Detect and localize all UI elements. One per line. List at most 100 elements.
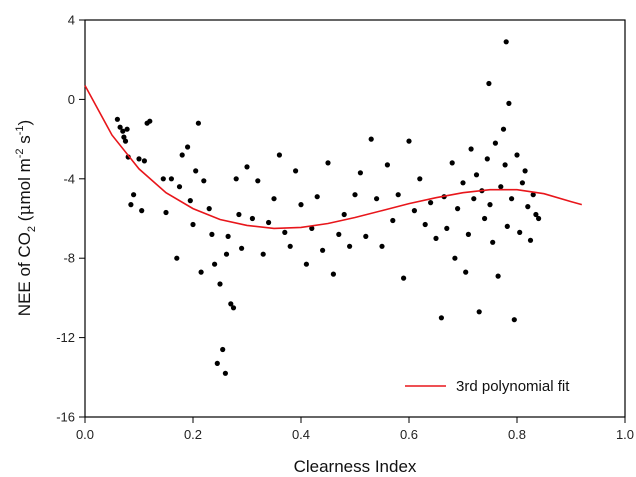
data-point-51 xyxy=(298,202,304,208)
data-point-26 xyxy=(201,178,207,184)
data-point-38 xyxy=(233,176,239,182)
legend-label: 3rd polynomial fit xyxy=(456,378,570,395)
data-point-10 xyxy=(139,208,145,214)
data-point-98 xyxy=(498,184,504,190)
y-title-s: s xyxy=(15,135,34,148)
data-point-86 xyxy=(468,146,474,152)
data-point-22 xyxy=(190,221,196,228)
data-point-5 xyxy=(124,126,130,132)
data-point-44 xyxy=(260,251,266,257)
data-point-62 xyxy=(357,170,363,176)
data-point-30 xyxy=(214,360,220,366)
data-point-85 xyxy=(465,231,471,237)
y-title-mol: mol m xyxy=(15,158,34,204)
data-point-45 xyxy=(266,219,272,226)
data-point-64 xyxy=(368,136,374,142)
x-axis-title: Clearness Index xyxy=(294,457,417,476)
plot-area xyxy=(84,19,626,418)
axis-tick-labels: 0.0 0.2 0.4 0.6 0.8 1.0 4 0 -4 -8 -12 -16 xyxy=(56,13,634,443)
data-point-83 xyxy=(460,180,466,186)
legend: 3rd polynomial fit xyxy=(405,378,570,395)
x-tick-label-5: 1.0 xyxy=(616,427,634,442)
y-tick-label-4: -12 xyxy=(56,330,75,345)
data-point-15 xyxy=(163,209,169,216)
data-point-77 xyxy=(438,315,444,321)
data-point-8 xyxy=(131,192,137,198)
y-title-close: ) xyxy=(15,120,34,126)
y-axis-title: NEE of CO2 (μmol m-2 s-1) xyxy=(14,120,38,316)
data-point-56 xyxy=(325,160,331,166)
data-point-43 xyxy=(255,178,261,184)
data-point-14 xyxy=(160,176,166,182)
data-point-93 xyxy=(486,80,492,87)
data-point-48 xyxy=(282,229,288,235)
data-point-82 xyxy=(455,206,461,212)
data-point-53 xyxy=(309,225,315,231)
data-point-87 xyxy=(471,196,477,202)
y-tick-label-1: 0 xyxy=(68,92,75,107)
data-point-89 xyxy=(476,309,482,315)
data-point-33 xyxy=(222,370,228,376)
data-point-61 xyxy=(352,192,358,198)
data-point-34 xyxy=(223,251,230,257)
data-point-104 xyxy=(509,196,515,202)
data-point-75 xyxy=(428,200,434,206)
data-point-108 xyxy=(519,180,526,186)
data-point-73 xyxy=(417,176,423,182)
data-point-91 xyxy=(482,215,488,222)
y-title-sub: 2 xyxy=(26,226,38,232)
x-tick-label-3: 0.6 xyxy=(400,427,418,442)
data-point-46 xyxy=(271,196,277,202)
data-point-0 xyxy=(114,116,120,122)
data-point-24 xyxy=(195,120,201,126)
data-point-35 xyxy=(225,233,231,239)
y-tick-label-0: 4 xyxy=(68,13,75,28)
data-point-109 xyxy=(522,168,528,174)
data-point-9 xyxy=(136,156,142,162)
data-point-114 xyxy=(536,215,542,222)
data-point-27 xyxy=(206,206,212,212)
data-point-54 xyxy=(314,194,320,200)
data-point-60 xyxy=(347,243,353,249)
data-point-57 xyxy=(330,271,336,277)
data-point-40 xyxy=(239,245,245,251)
data-point-47 xyxy=(276,152,282,158)
x-tick-label-4: 0.8 xyxy=(508,427,526,442)
data-point-113 xyxy=(533,211,539,218)
data-point-19 xyxy=(179,152,185,158)
data-point-49 xyxy=(287,243,293,249)
data-point-79 xyxy=(444,225,450,231)
data-point-4 xyxy=(122,138,129,144)
data-point-65 xyxy=(374,196,380,202)
data-point-111 xyxy=(527,237,534,243)
data-point-50 xyxy=(293,168,299,174)
data-point-32 xyxy=(220,346,226,353)
data-point-95 xyxy=(490,239,496,245)
data-point-36 xyxy=(228,301,234,307)
data-point-3 xyxy=(121,134,127,140)
y-title-open: ( xyxy=(15,215,34,226)
x-tick-label-1: 0.2 xyxy=(184,427,202,442)
data-point-99 xyxy=(500,126,507,132)
data-point-97 xyxy=(495,273,501,279)
data-point-6 xyxy=(125,154,131,160)
data-point-106 xyxy=(514,152,520,158)
data-point-42 xyxy=(249,215,255,222)
data-point-58 xyxy=(336,231,342,237)
data-point-100 xyxy=(502,162,508,168)
data-point-18 xyxy=(176,184,183,190)
polynomial-fit-line xyxy=(84,85,583,230)
data-point-59 xyxy=(341,211,347,218)
data-point-74 xyxy=(422,221,428,228)
data-point-103 xyxy=(506,100,512,106)
data-point-7 xyxy=(128,202,134,208)
data-point-63 xyxy=(363,233,369,239)
y-tick-label-2: -4 xyxy=(63,171,75,186)
x-tick-label-0: 0.0 xyxy=(76,427,94,442)
axis-ticks xyxy=(79,19,626,423)
data-point-72 xyxy=(411,208,417,214)
data-point-71 xyxy=(406,138,412,144)
data-point-67 xyxy=(384,162,390,168)
data-point-66 xyxy=(379,243,385,249)
